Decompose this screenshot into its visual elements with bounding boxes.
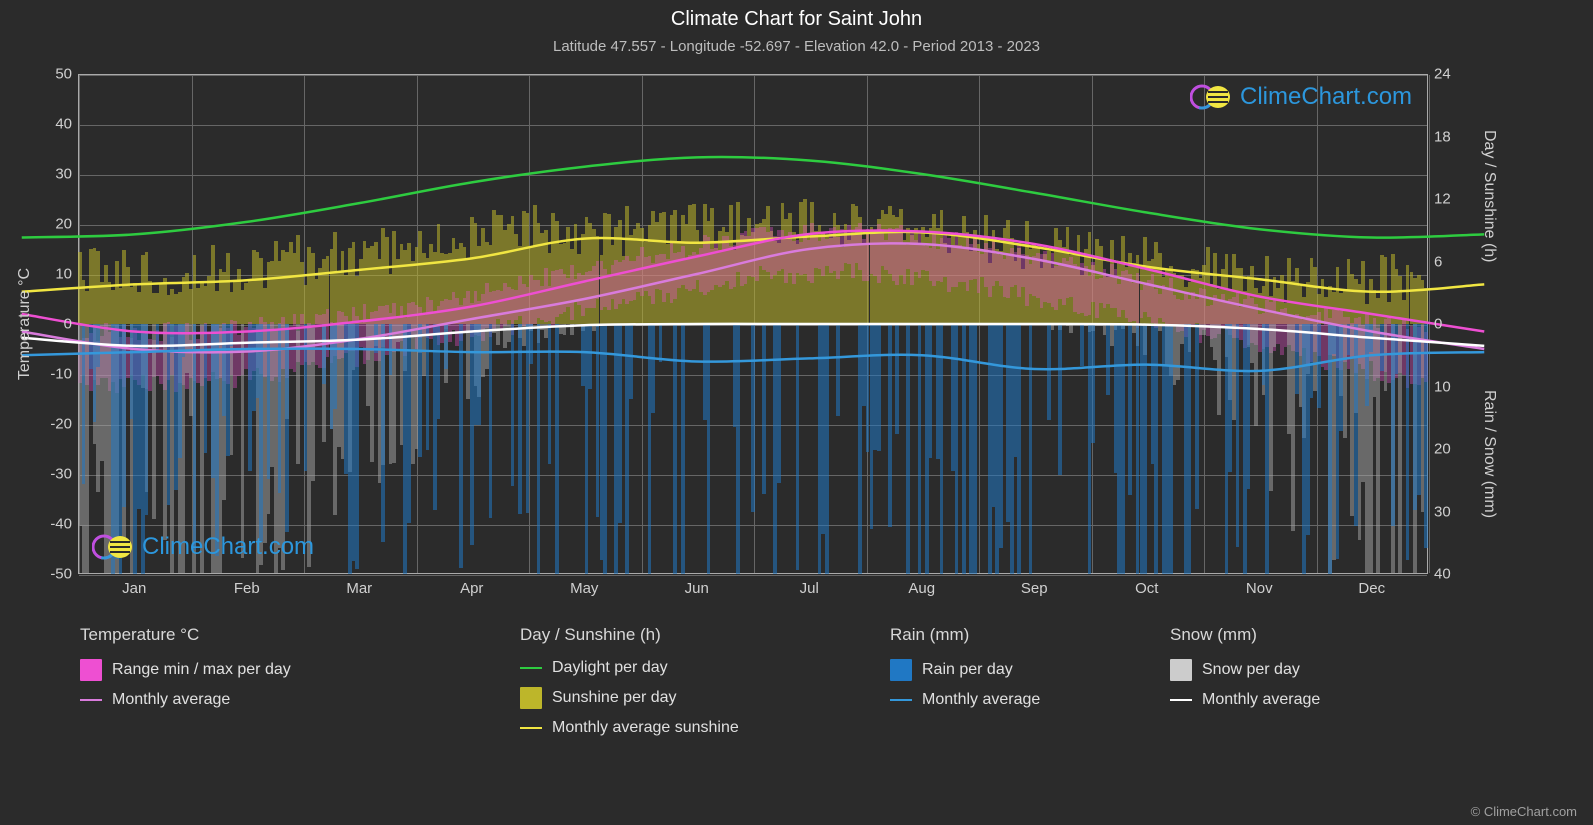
legend-item: Rain per day [890, 659, 1040, 681]
legend-group: Temperature °C Range min / max per day Mon… [80, 625, 291, 719]
legend-swatch [80, 659, 102, 681]
ytick-left: 20 [22, 216, 72, 233]
ytick-left: -10 [22, 366, 72, 383]
chart-title: Climate Chart for Saint John [0, 8, 1593, 31]
ytick-right-bottom: 30 [1434, 503, 1451, 520]
ytick-right-bottom: 10 [1434, 378, 1451, 395]
ytick-left: -40 [22, 516, 72, 533]
gridline-h [79, 575, 1427, 576]
legend-item: Monthly average [1170, 691, 1320, 709]
legend-swatch [520, 667, 542, 669]
copyright-text: © ClimeChart.com [1471, 804, 1577, 819]
legend-label: Daylight per day [552, 659, 668, 677]
legend-item: Monthly average [80, 691, 291, 709]
ytick-right-bottom: 40 [1434, 566, 1451, 583]
legend-label: Monthly average [112, 691, 230, 709]
legend-item: Sunshine per day [520, 687, 739, 709]
xtick-month: Feb [234, 580, 260, 597]
xtick-month: Sep [1021, 580, 1048, 597]
xtick-month: Nov [1246, 580, 1273, 597]
legend-item: Monthly average [890, 691, 1040, 709]
temp-max-line [22, 230, 1485, 333]
ytick-left: -50 [22, 566, 72, 583]
legend-group: Day / Sunshine (h) Daylight per day Sunshi… [520, 625, 739, 747]
ytick-right-top: 0 [1434, 316, 1442, 333]
legend-item: Daylight per day [520, 659, 739, 677]
snow-avg-line [22, 324, 1485, 346]
legend-heading: Day / Sunshine (h) [520, 625, 739, 645]
legend-swatch [1170, 659, 1192, 681]
legend-group: Snow (mm) Snow per day Monthly average [1170, 625, 1320, 719]
chart-subtitle: Latitude 47.557 - Longitude -52.697 - El… [0, 38, 1593, 55]
plot-area [78, 74, 1428, 574]
legend-label: Sunshine per day [552, 689, 677, 707]
legend-swatch [520, 727, 542, 729]
xtick-month: Oct [1135, 580, 1158, 597]
legend-label: Monthly average [1202, 691, 1320, 709]
ytick-right-bottom: 20 [1434, 441, 1451, 458]
ytick-left: -30 [22, 466, 72, 483]
legend-swatch [890, 699, 912, 701]
legend-heading: Rain (mm) [890, 625, 1040, 645]
legend-swatch [890, 659, 912, 681]
y-axis-right-top-label: Day / Sunshine (h) [1480, 130, 1498, 263]
ytick-right-top: 6 [1434, 253, 1442, 270]
legend-swatch [80, 699, 102, 701]
ytick-right-top: 18 [1434, 128, 1451, 145]
xtick-month: May [570, 580, 598, 597]
xtick-month: Jun [685, 580, 709, 597]
legend-heading: Snow (mm) [1170, 625, 1320, 645]
legend-label: Monthly average sunshine [552, 719, 739, 737]
legend-item: Monthly average sunshine [520, 719, 739, 737]
ytick-left: 40 [22, 116, 72, 133]
ytick-left: 30 [22, 166, 72, 183]
ytick-right-top: 12 [1434, 191, 1451, 208]
legend-item: Snow per day [1170, 659, 1320, 681]
sunshine-avg-line [22, 232, 1485, 292]
legend-label: Range min / max per day [112, 661, 291, 679]
legend-item: Range min / max per day [80, 659, 291, 681]
legend-label: Snow per day [1202, 661, 1300, 679]
xtick-month: Dec [1358, 580, 1385, 597]
xtick-month: Apr [460, 580, 483, 597]
xtick-month: Mar [346, 580, 372, 597]
daylight-line [22, 157, 1485, 238]
xtick-month: Jan [122, 580, 146, 597]
legend-swatch [1170, 699, 1192, 701]
ytick-right-top: 24 [1434, 66, 1451, 83]
legend-swatch [520, 687, 542, 709]
ytick-left: 10 [22, 266, 72, 283]
legend-heading: Temperature °C [80, 625, 291, 645]
ytick-left: 50 [22, 66, 72, 83]
ytick-left: 0 [22, 316, 72, 333]
ytick-left: -20 [22, 416, 72, 433]
xtick-month: Jul [800, 580, 819, 597]
legend-label: Rain per day [922, 661, 1013, 679]
legend-label: Monthly average [922, 691, 1040, 709]
legend-group: Rain (mm) Rain per day Monthly average [890, 625, 1040, 719]
line-overlay [78, 74, 1428, 574]
y-axis-right-bottom-label: Rain / Snow (mm) [1480, 390, 1498, 518]
xtick-month: Aug [908, 580, 935, 597]
